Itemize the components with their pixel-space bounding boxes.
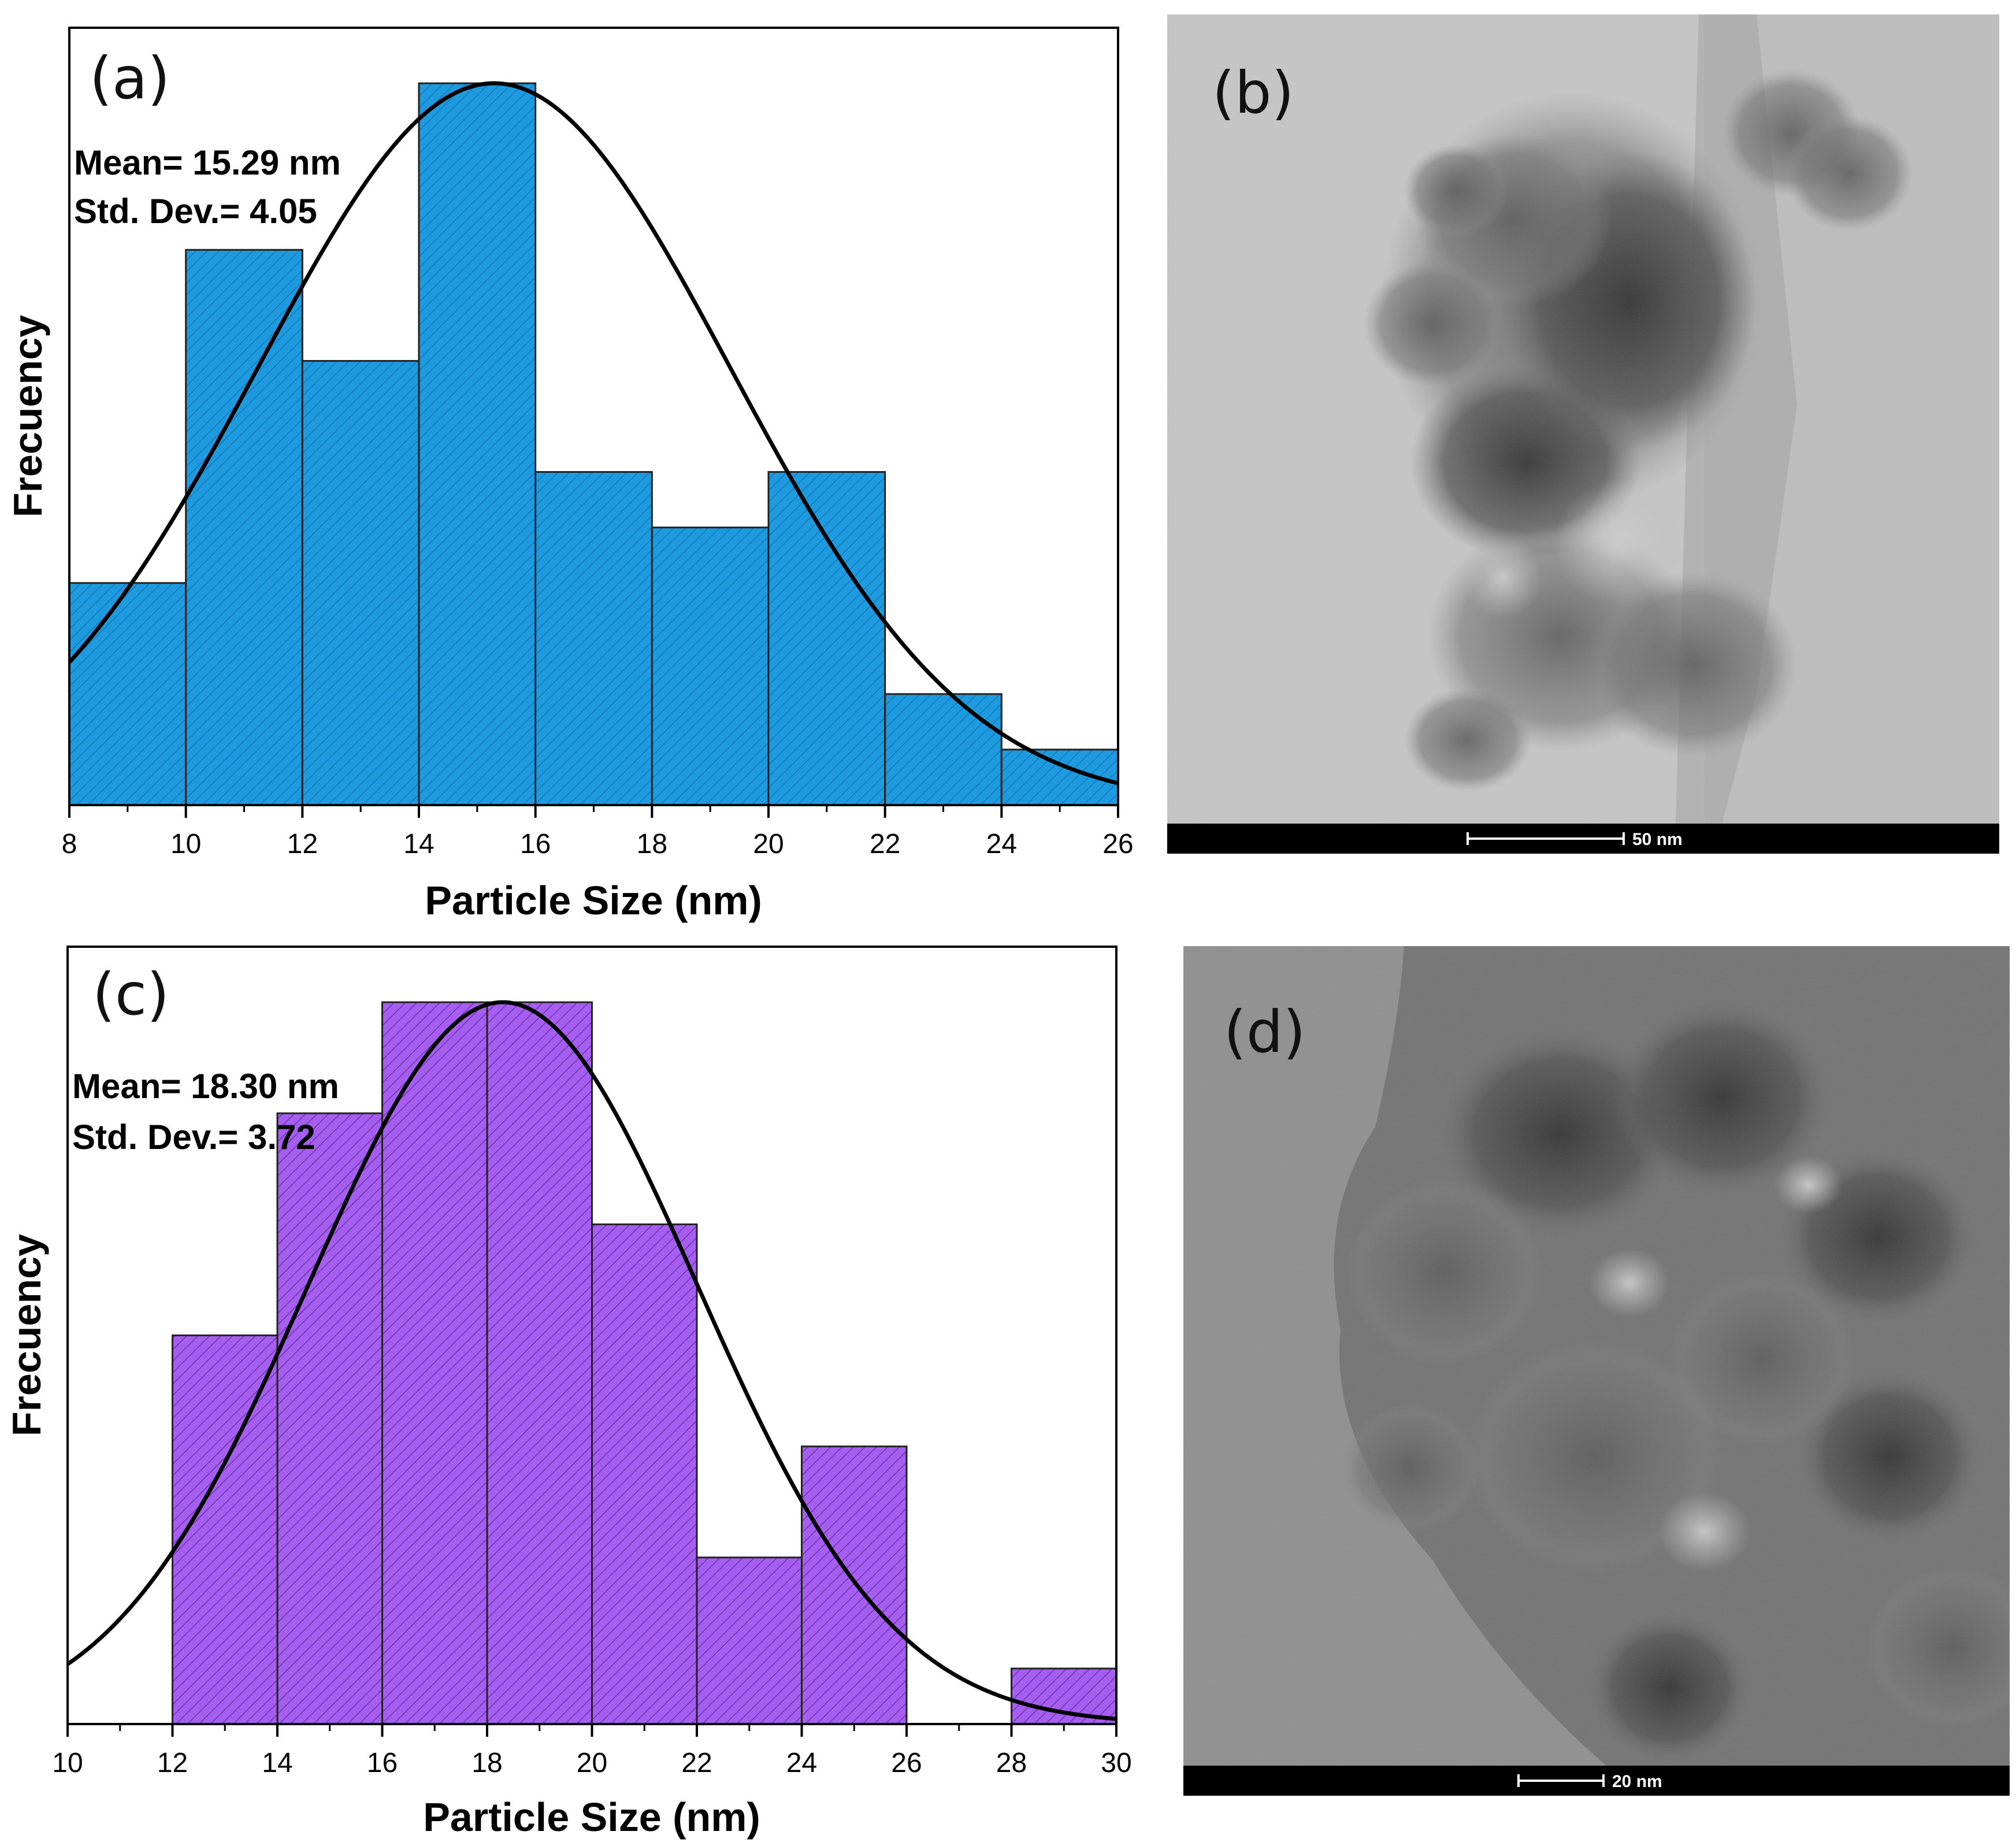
x-tick-label-c-0: 10 — [52, 1748, 83, 1778]
micrograph-b-texture — [1167, 14, 1999, 824]
x-tick-label-c-5: 20 — [577, 1748, 607, 1778]
x-tick-label-c-2: 14 — [262, 1748, 292, 1778]
x-tick-label-c-10: 30 — [1101, 1748, 1131, 1778]
histogram-bar-a-0 — [68, 582, 187, 806]
histogram-bar-c-5 — [696, 1556, 803, 1725]
mean-label-a: Mean= 15.29 nm — [74, 143, 341, 182]
x-tick-label-a-0: 8 — [62, 829, 77, 859]
x-tick-label-c-8: 26 — [891, 1748, 922, 1778]
x-tick-label-c-4: 18 — [471, 1748, 502, 1778]
x-tick-label-a-7: 22 — [870, 829, 900, 859]
x-tick-label-a-1: 10 — [170, 829, 201, 859]
normal-fit-curve-a — [68, 81, 1119, 785]
mean-label-c: Mean= 18.30 nm — [72, 1067, 339, 1106]
x-axis-title-c: Particle Size (nm) — [423, 1795, 760, 1840]
x-tick-label-c-1: 12 — [157, 1748, 188, 1778]
histogram-bar-a-2 — [301, 359, 420, 806]
histogram-bar-c-1 — [276, 1112, 383, 1725]
x-tick-label-c-7: 24 — [786, 1748, 817, 1778]
x-axis-title-a: Particle Size (nm) — [425, 878, 762, 923]
histogram-bar-a-1 — [185, 249, 303, 806]
panel-a-histogram: 8 10 12 14 16 18 20 22 24 26 (a) Mean= 15.29 nm S… — [5, 27, 1134, 923]
y-axis-title-c: Frecuency — [4, 1234, 49, 1436]
x-tick-label-a-5: 18 — [637, 829, 667, 859]
x-tick-label-a-6: 20 — [753, 829, 784, 859]
histogram-bar-c-7 — [1011, 1667, 1117, 1725]
histogram-bars-c — [172, 1001, 1117, 1725]
x-tick-label-c-6: 22 — [681, 1748, 712, 1778]
panel-d-micrograph: 20 nm (d) — [1183, 946, 2010, 1796]
histogram-bar-a-6 — [767, 471, 886, 806]
histogram-bar-c-0 — [172, 1335, 279, 1725]
histogram-bar-c-4 — [591, 1223, 698, 1725]
histogram-bar-c-2 — [381, 1001, 488, 1725]
std-label-c: Std. Dev.= 3.72 — [72, 1118, 315, 1156]
histogram-bars-a — [68, 82, 1119, 806]
panel-c-histogram: 10 12 14 16 18 20 22 24 26 28 30 (c) Mean= 18.30 n… — [4, 946, 1132, 1840]
y-axis-title-a: Frecuency — [5, 315, 50, 517]
x-tick-label-a-3: 14 — [403, 829, 434, 859]
x-ticks-a: 8 10 12 14 16 18 20 22 24 26 — [62, 805, 1134, 859]
x-tick-label-a-4: 16 — [520, 829, 551, 859]
x-tick-label-c-3: 16 — [367, 1748, 398, 1778]
std-label-a: Std. Dev.= 4.05 — [74, 192, 317, 231]
micrograph-d-texture — [1183, 946, 2010, 1766]
histogram-bar-a-4 — [534, 471, 653, 806]
histogram-bar-a-5 — [651, 527, 770, 806]
normal-fit-curve-c — [66, 1000, 1117, 1721]
scale-bar-b-label: 50 nm — [1632, 830, 1683, 849]
x-tick-label-c-9: 28 — [996, 1748, 1027, 1778]
histogram-bar-c-3 — [486, 1001, 593, 1725]
x-tick-label-a-2: 12 — [287, 829, 318, 859]
scale-bar-d-label: 20 nm — [1612, 1772, 1662, 1791]
x-tick-label-a-8: 24 — [986, 829, 1017, 859]
histogram-bar-c-6 — [801, 1445, 908, 1725]
histogram-bar-a-7 — [884, 693, 1003, 806]
x-ticks-c: 10 12 14 16 18 20 22 24 26 28 30 — [52, 1724, 1132, 1778]
panel-b-micrograph: 50 nm (b) — [1167, 14, 1999, 854]
panel-letter-d: (d) — [1224, 998, 1306, 1066]
histogram-bar-a-3 — [418, 82, 537, 806]
panel-letter-a: (a) — [90, 45, 170, 112]
panel-letter-b: (b) — [1212, 59, 1294, 127]
panel-letter-c: (c) — [92, 961, 169, 1028]
x-tick-label-a-9: 26 — [1102, 829, 1133, 859]
